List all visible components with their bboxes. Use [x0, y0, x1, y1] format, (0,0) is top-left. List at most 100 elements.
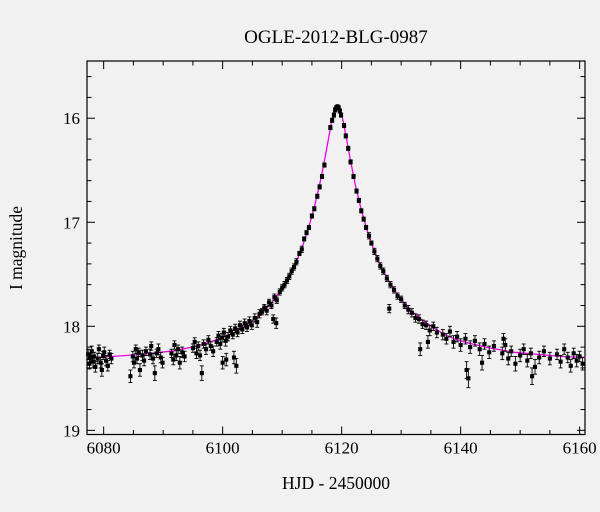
photometry-point — [399, 297, 404, 302]
photometry-point — [518, 353, 523, 358]
photometry-point — [537, 355, 542, 360]
photometry-point — [525, 358, 530, 363]
photometry-point — [287, 274, 292, 279]
photometry-point — [175, 347, 181, 352]
photometry-point — [174, 353, 179, 358]
photometry-point — [309, 213, 314, 219]
photometry-point — [160, 360, 165, 365]
y-tick-label: 16 — [63, 109, 80, 128]
photometry-point — [447, 329, 452, 334]
photometry-point — [416, 316, 422, 322]
photometry-point — [354, 188, 359, 194]
photometry-point — [197, 353, 203, 358]
photometry-point — [366, 233, 372, 238]
y-tick-label: 18 — [63, 317, 80, 336]
photometry-point — [148, 352, 153, 357]
photometry-point — [172, 342, 177, 348]
photometry-point — [571, 351, 576, 356]
photometry-point — [182, 354, 187, 359]
photometry-point — [319, 174, 325, 179]
photometry-point — [230, 332, 235, 337]
photometry-point — [528, 351, 533, 356]
photometry-point — [89, 349, 94, 354]
photometry-point — [289, 269, 294, 274]
photometry-point — [381, 269, 386, 274]
photometry-point — [274, 321, 279, 326]
photometry-point — [98, 360, 103, 365]
photometry-point — [271, 316, 276, 322]
photometry-point — [171, 357, 176, 362]
photometry-point — [348, 159, 353, 164]
photometry-point — [190, 346, 195, 351]
photometry-point — [224, 357, 229, 362]
photometry-point — [177, 360, 182, 365]
photometry-point — [284, 278, 289, 283]
photometry-point — [375, 256, 380, 261]
photometry-point — [102, 350, 107, 355]
photometry-point — [491, 344, 497, 349]
photometry-point — [388, 282, 393, 287]
photometry-point — [424, 323, 429, 328]
photometry-point — [96, 347, 101, 352]
photometry-point — [343, 133, 348, 138]
photometry-point — [558, 359, 563, 364]
photometry-point — [444, 336, 449, 341]
photometry-point — [105, 363, 110, 368]
photometry-point — [513, 361, 518, 366]
photometry-point — [337, 108, 342, 113]
axis-ticks — [87, 61, 585, 435]
x-tick-label: 6160 — [563, 439, 597, 458]
photometry-point — [466, 376, 471, 381]
photometry-point — [529, 374, 535, 379]
y-axis-label: I magnitude — [6, 206, 26, 290]
photometry-point — [259, 309, 264, 314]
photometry-point — [574, 358, 579, 363]
photometry-point — [387, 306, 392, 311]
photometry-point — [341, 123, 347, 128]
photometry-point — [427, 328, 432, 333]
photometry-point — [565, 355, 570, 360]
photometry-point — [92, 354, 97, 359]
photometry-point — [363, 225, 369, 230]
photometry-point — [156, 347, 161, 352]
photometry-point — [192, 339, 197, 344]
photometry-point — [330, 118, 335, 123]
photometry-point — [149, 344, 154, 349]
photometry-point — [346, 146, 351, 151]
photometry-point — [359, 208, 364, 213]
photometry-point — [402, 303, 407, 308]
photometry-point — [378, 263, 383, 269]
photometry-point — [477, 347, 482, 352]
photometry-point — [420, 322, 425, 327]
photometry-point — [472, 338, 477, 343]
photometry-point — [264, 308, 269, 313]
photometry-point — [194, 351, 199, 356]
photometry-point — [130, 354, 135, 359]
photometry-point — [196, 344, 201, 349]
photometry-point — [434, 330, 439, 335]
photometry-point — [547, 356, 552, 361]
photometry-point — [468, 345, 473, 350]
photometry-point — [199, 371, 204, 376]
x-tick-label: 6100 — [206, 439, 240, 458]
photometry-point — [214, 339, 219, 344]
photometry-point — [206, 337, 211, 342]
photometry-point — [302, 236, 307, 241]
photometry-point — [315, 194, 320, 199]
photometry-point — [231, 355, 237, 360]
photometry-point — [487, 350, 492, 355]
photometry-point — [322, 162, 327, 168]
photometry-point — [269, 303, 274, 308]
x-tick-label: 6080 — [87, 439, 121, 458]
photometry-point — [211, 349, 216, 354]
photometry-point — [225, 334, 231, 339]
photometry-point — [451, 339, 456, 344]
photometry-point — [221, 330, 226, 335]
model-curve — [86, 105, 586, 359]
photometry-point — [240, 327, 245, 332]
photometry-point — [134, 356, 140, 361]
data-points — [86, 104, 585, 389]
photometry-point — [328, 125, 333, 130]
photometry-point — [99, 367, 104, 373]
